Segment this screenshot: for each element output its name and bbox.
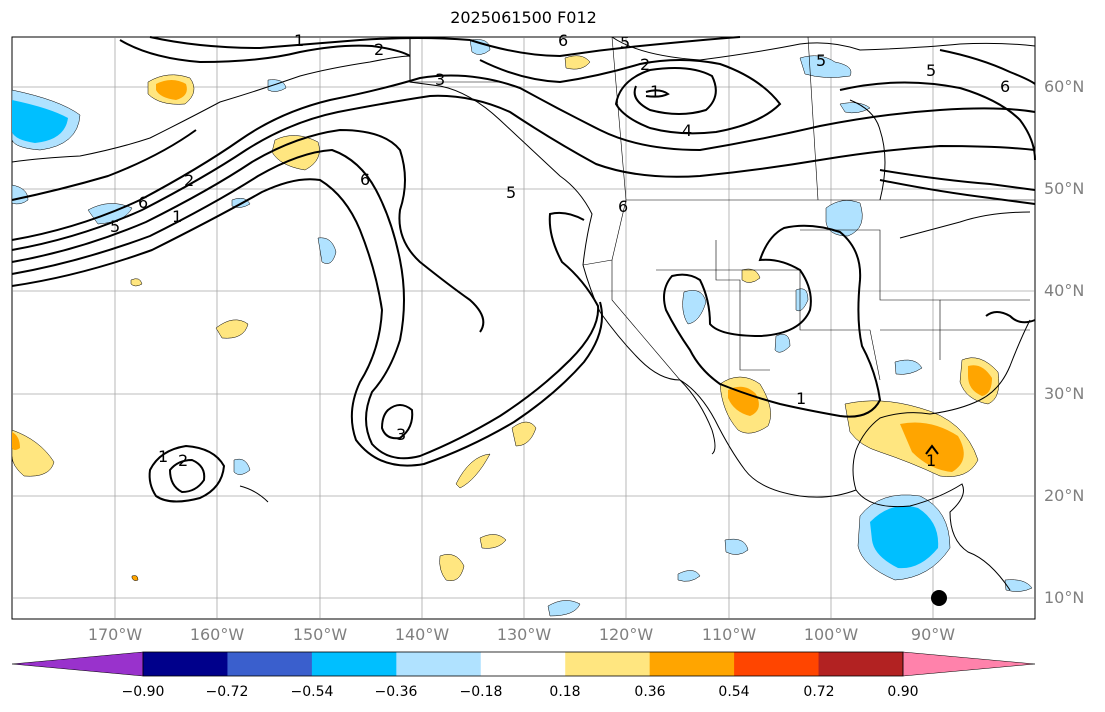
colorbar-swatch — [227, 652, 313, 676]
contour-label: 2 — [184, 171, 194, 190]
colorbar-swatch — [818, 652, 904, 676]
lat-label-10n: 10°N — [1044, 588, 1085, 607]
colorbar-tick: 0.72 — [803, 684, 835, 700]
contour-label: 2 — [374, 40, 384, 59]
contour-label: 1 — [796, 389, 806, 408]
contour-label: 5 — [926, 61, 936, 80]
contour-label: 5 — [110, 217, 120, 236]
lat-label-50n: 50°N — [1044, 179, 1085, 198]
lat-label-40n: 40°N — [1044, 281, 1085, 300]
graticule — [12, 37, 1035, 619]
colorbar — [11, 651, 1036, 677]
contour-label: 1 — [294, 31, 304, 50]
contour-label: 6 — [360, 170, 370, 189]
contour-label: 1 — [650, 82, 660, 101]
positive-anomaly-areas — [11, 55, 1000, 581]
contour-label: 2 — [640, 55, 650, 74]
colorbar-swatch — [311, 652, 397, 676]
colorbar-swatch — [396, 652, 482, 676]
contour-label: 6 — [1000, 77, 1010, 96]
contour-label: 5 — [620, 33, 630, 52]
lon-label-110w: 110°W — [701, 625, 757, 644]
location-marker-dot — [931, 590, 947, 606]
contour-label: 5 — [506, 183, 516, 202]
lon-label-160w: 160°W — [189, 625, 245, 644]
coastlines — [11, 36, 1036, 591]
contour-label: 1 — [158, 447, 168, 466]
contour-label: 5 — [816, 51, 826, 70]
contour-label: 3 — [435, 70, 445, 89]
contour-label: 1 — [926, 451, 936, 470]
contour-label: 4 — [682, 121, 692, 140]
contour-label: 6 — [618, 197, 628, 216]
colorbar-swatch — [565, 652, 651, 676]
contour-label: 1 — [172, 207, 182, 226]
colorbar-tick: 0.90 — [887, 684, 919, 700]
lon-label-130w: 130°W — [496, 625, 552, 644]
colorbar-tick: −0.54 — [290, 684, 334, 700]
lat-label-20n: 20°N — [1044, 486, 1085, 505]
map-panel — [11, 36, 1036, 620]
colorbar-tick: −0.72 — [205, 684, 249, 700]
lon-label-90w: 90°W — [910, 625, 956, 644]
contour-value-labels: 1 2 3 4 5 6 5 5 6 2 1 6 5 6 6 5 1 2 3 1 … — [110, 31, 1010, 470]
colorbar-tick: 0.54 — [718, 684, 750, 700]
contour-label: 6 — [138, 193, 148, 212]
colorbar-swatch — [480, 652, 566, 676]
colorbar-swatch — [734, 652, 820, 676]
colorbar-tick: −0.36 — [374, 684, 418, 700]
colorbar-min-extension — [11, 651, 144, 677]
lat-label-60n: 60°N — [1044, 77, 1085, 96]
colorbar-tick: 0.18 — [549, 684, 581, 700]
lon-label-170w: 170°W — [87, 625, 143, 644]
colorbar-tick: 0.36 — [634, 684, 666, 700]
lon-label-100w: 100°W — [803, 625, 859, 644]
colorbar-tick: −0.18 — [459, 684, 503, 700]
contour-lines — [11, 36, 1036, 503]
lon-label-140w: 140°W — [394, 625, 450, 644]
negative-anomaly-areas — [11, 39, 1033, 617]
contour-label: 2 — [178, 451, 188, 470]
colorbar-swatch — [649, 652, 735, 676]
colorbar-swatch — [143, 652, 228, 676]
colorbar-tick: −0.90 — [121, 684, 165, 700]
lon-label-150w: 150°W — [292, 625, 348, 644]
lat-label-30n: 30°N — [1044, 384, 1085, 403]
contour-label: 6 — [558, 31, 568, 50]
lon-label-120w: 120°W — [598, 625, 654, 644]
colorbar-max-extension — [902, 651, 1036, 677]
contour-label: 3 — [396, 425, 406, 444]
map-title: 2025061500 F012 — [450, 8, 597, 27]
political-borders — [409, 36, 1035, 381]
colorbar-swatches — [143, 652, 904, 676]
